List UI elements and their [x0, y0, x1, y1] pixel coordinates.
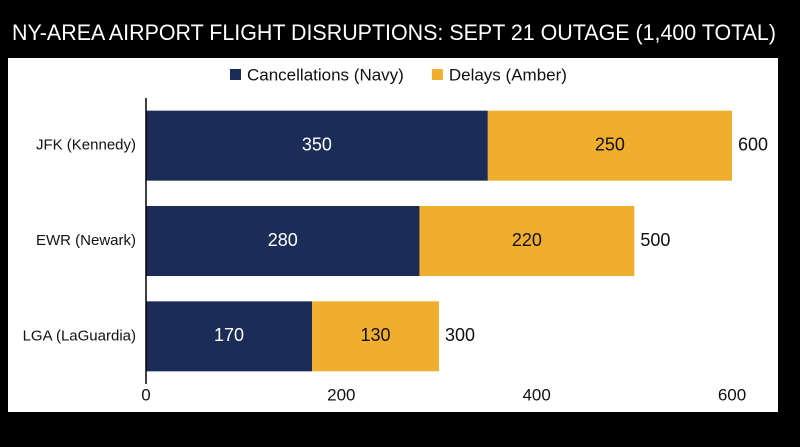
bar-value-label: 350	[302, 134, 332, 154]
bar-segment	[419, 206, 635, 276]
legend-swatch	[230, 69, 241, 80]
x-tick-label: 200	[327, 385, 355, 404]
bar-value-label: 250	[595, 134, 625, 154]
total-label: 500	[640, 230, 670, 250]
y-tick-label: JFK (Kennedy)	[36, 137, 136, 154]
legend-label: Delays (Amber)	[449, 65, 567, 84]
bar-segment	[146, 206, 420, 276]
bar-value-label: 220	[512, 230, 542, 250]
bar-segment	[146, 301, 313, 372]
bar-value-label: 280	[268, 230, 298, 250]
total-label: 600	[738, 134, 768, 154]
legend-swatch	[431, 69, 443, 80]
x-tick-label: 600	[718, 385, 746, 404]
x-tick-label: 0	[141, 385, 150, 404]
y-tick-label: EWR (Newark)	[36, 232, 136, 249]
chart-title: NY-AREA AIRPORT FLIGHT DISRUPTIONS: SEPT…	[12, 20, 776, 45]
x-tick-label: 400	[522, 385, 550, 404]
y-tick-label: LGA (LaGuardia)	[23, 327, 136, 344]
bar-segment	[146, 110, 488, 181]
bar-value-label: 130	[360, 325, 390, 345]
bar-segment	[312, 301, 439, 372]
bar-segment	[487, 110, 732, 181]
bar-value-label: 170	[214, 325, 244, 345]
total-label: 300	[445, 325, 475, 345]
legend-label: Cancellations (Navy)	[247, 65, 404, 84]
